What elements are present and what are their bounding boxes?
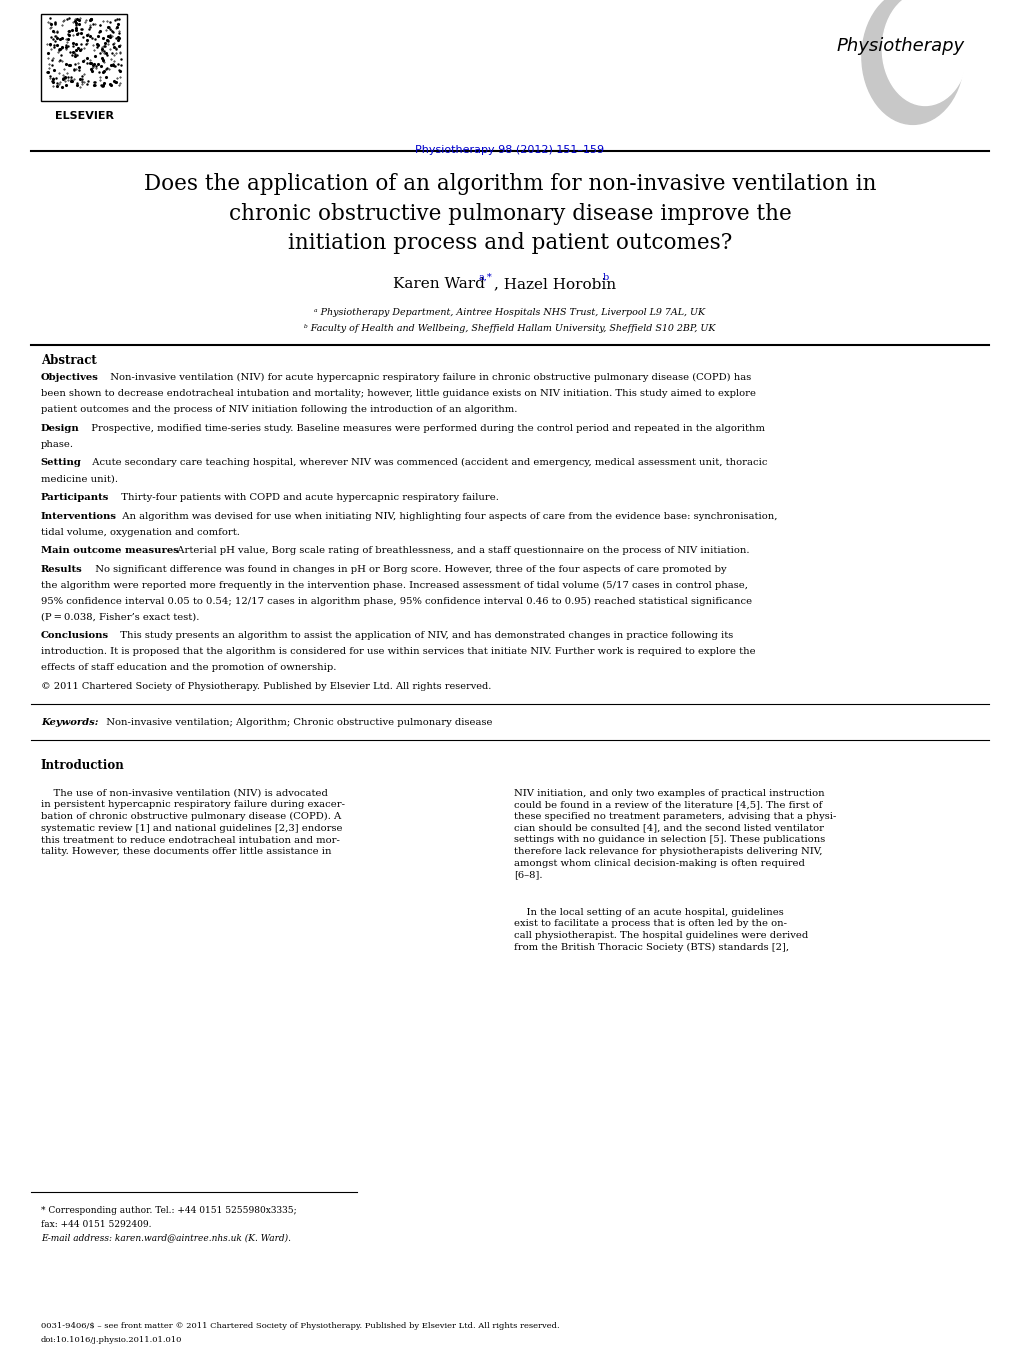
Text: Acute secondary care teaching hospital, wherever NIV was commenced (accident and: Acute secondary care teaching hospital, …: [86, 458, 766, 468]
Text: effects of staff education and the promotion of ownership.: effects of staff education and the promo…: [41, 664, 336, 672]
Text: Objectives: Objectives: [41, 373, 99, 383]
Text: This study presents an algorithm to assist the application of NIV, and has demon: This study presents an algorithm to assi…: [114, 631, 733, 641]
Text: ᵇ Faculty of Health and Wellbeing, Sheffield Hallam University, Sheffield S10 2B: ᵇ Faculty of Health and Wellbeing, Sheff…: [304, 324, 715, 334]
Text: Design: Design: [41, 423, 79, 433]
Text: © 2011 Chartered Society of Physiotherapy. Published by Elsevier Ltd. All rights: © 2011 Chartered Society of Physiotherap…: [41, 681, 491, 691]
Text: tidal volume, oxygenation and comfort.: tidal volume, oxygenation and comfort.: [41, 527, 239, 537]
Text: patient outcomes and the process of NIV initiation following the introduction of: patient outcomes and the process of NIV …: [41, 406, 517, 414]
Text: , Hazel Horobin: , Hazel Horobin: [493, 277, 615, 291]
Text: the algorithm were reported more frequently in the intervention phase. Increased: the algorithm were reported more frequen…: [41, 581, 747, 589]
Text: No significant difference was found in changes in pH or Borg score. However, thr: No significant difference was found in c…: [89, 565, 726, 573]
Text: Keywords:: Keywords:: [41, 718, 98, 727]
Text: Thirty-four patients with COPD and acute hypercapnic respiratory failure.: Thirty-four patients with COPD and acute…: [115, 493, 498, 502]
Text: E-mail address: karen.ward@aintree.nhs.uk (K. Ward).: E-mail address: karen.ward@aintree.nhs.u…: [41, 1233, 290, 1242]
Text: Prospective, modified time-series study. Baseline measures were performed during: Prospective, modified time-series study.…: [85, 423, 764, 433]
Text: Physiotherapy: Physiotherapy: [836, 37, 964, 55]
Text: Abstract: Abstract: [41, 354, 97, 368]
Text: medicine unit).: medicine unit).: [41, 475, 117, 483]
Text: In the local setting of an acute hospital, guidelines
exist to facilitate a proc: In the local setting of an acute hospita…: [514, 907, 807, 952]
Text: Conclusions: Conclusions: [41, 631, 109, 641]
Text: b: b: [602, 273, 608, 283]
Text: Non-invasive ventilation; Algorithm; Chronic obstructive pulmonary disease: Non-invasive ventilation; Algorithm; Chr…: [100, 718, 492, 727]
Text: fax: +44 0151 5292409.: fax: +44 0151 5292409.: [41, 1220, 151, 1229]
Text: doi:10.1016/j.physio.2011.01.010: doi:10.1016/j.physio.2011.01.010: [41, 1336, 182, 1344]
Text: NIV initiation, and only two examples of practical instruction
could be found in: NIV initiation, and only two examples of…: [514, 788, 836, 879]
Text: 95% confidence interval 0.05 to 0.54; 12/17 cases in algorithm phase, 95% confid: 95% confidence interval 0.05 to 0.54; 12…: [41, 596, 751, 606]
Text: ELSEVIER: ELSEVIER: [55, 111, 113, 120]
Text: introduction. It is proposed that the algorithm is considered for use within ser: introduction. It is proposed that the al…: [41, 648, 755, 656]
Text: * Corresponding author. Tel.: +44 0151 5255980x3335;: * Corresponding author. Tel.: +44 0151 5…: [41, 1206, 297, 1215]
Text: ᵃ Physiotherapy Department, Aintree Hospitals NHS Trust, Liverpool L9 7AL, UK: ᵃ Physiotherapy Department, Aintree Hosp…: [314, 308, 705, 318]
Text: Interventions: Interventions: [41, 511, 117, 521]
Text: Introduction: Introduction: [41, 758, 124, 772]
Text: Setting: Setting: [41, 458, 82, 468]
Text: Participants: Participants: [41, 493, 109, 502]
Text: (P = 0.038, Fisher’s exact test).: (P = 0.038, Fisher’s exact test).: [41, 612, 199, 622]
Circle shape: [861, 0, 963, 124]
Text: a,*: a,*: [478, 273, 491, 283]
Text: been shown to decrease endotracheal intubation and mortality; however, little gu: been shown to decrease endotracheal intu…: [41, 389, 755, 397]
Text: Results: Results: [41, 565, 83, 573]
Text: Main outcome measures: Main outcome measures: [41, 546, 178, 556]
FancyBboxPatch shape: [41, 14, 127, 101]
Text: 0031-9406/$ – see front matter © 2011 Chartered Society of Physiotherapy. Publis: 0031-9406/$ – see front matter © 2011 Ch…: [41, 1322, 558, 1330]
Text: Non-invasive ventilation (NIV) for acute hypercapnic respiratory failure in chro: Non-invasive ventilation (NIV) for acute…: [104, 373, 751, 383]
Text: Physiotherapy 98 (2012) 151–159: Physiotherapy 98 (2012) 151–159: [415, 145, 604, 154]
Text: Karen Ward: Karen Ward: [392, 277, 484, 291]
Text: The use of non-invasive ventilation (NIV) is advocated
in persistent hypercapnic: The use of non-invasive ventilation (NIV…: [41, 788, 344, 856]
Circle shape: [881, 0, 967, 105]
Text: An algorithm was devised for use when initiating NIV, highlighting four aspects : An algorithm was devised for use when in…: [116, 511, 777, 521]
Text: Arterial pH value, Borg scale rating of breathlessness, and a staff questionnair: Arterial pH value, Borg scale rating of …: [171, 546, 749, 556]
Text: phase.: phase.: [41, 439, 73, 449]
Text: Does the application of an algorithm for non-invasive ventilation in
chronic obs: Does the application of an algorithm for…: [144, 173, 875, 254]
